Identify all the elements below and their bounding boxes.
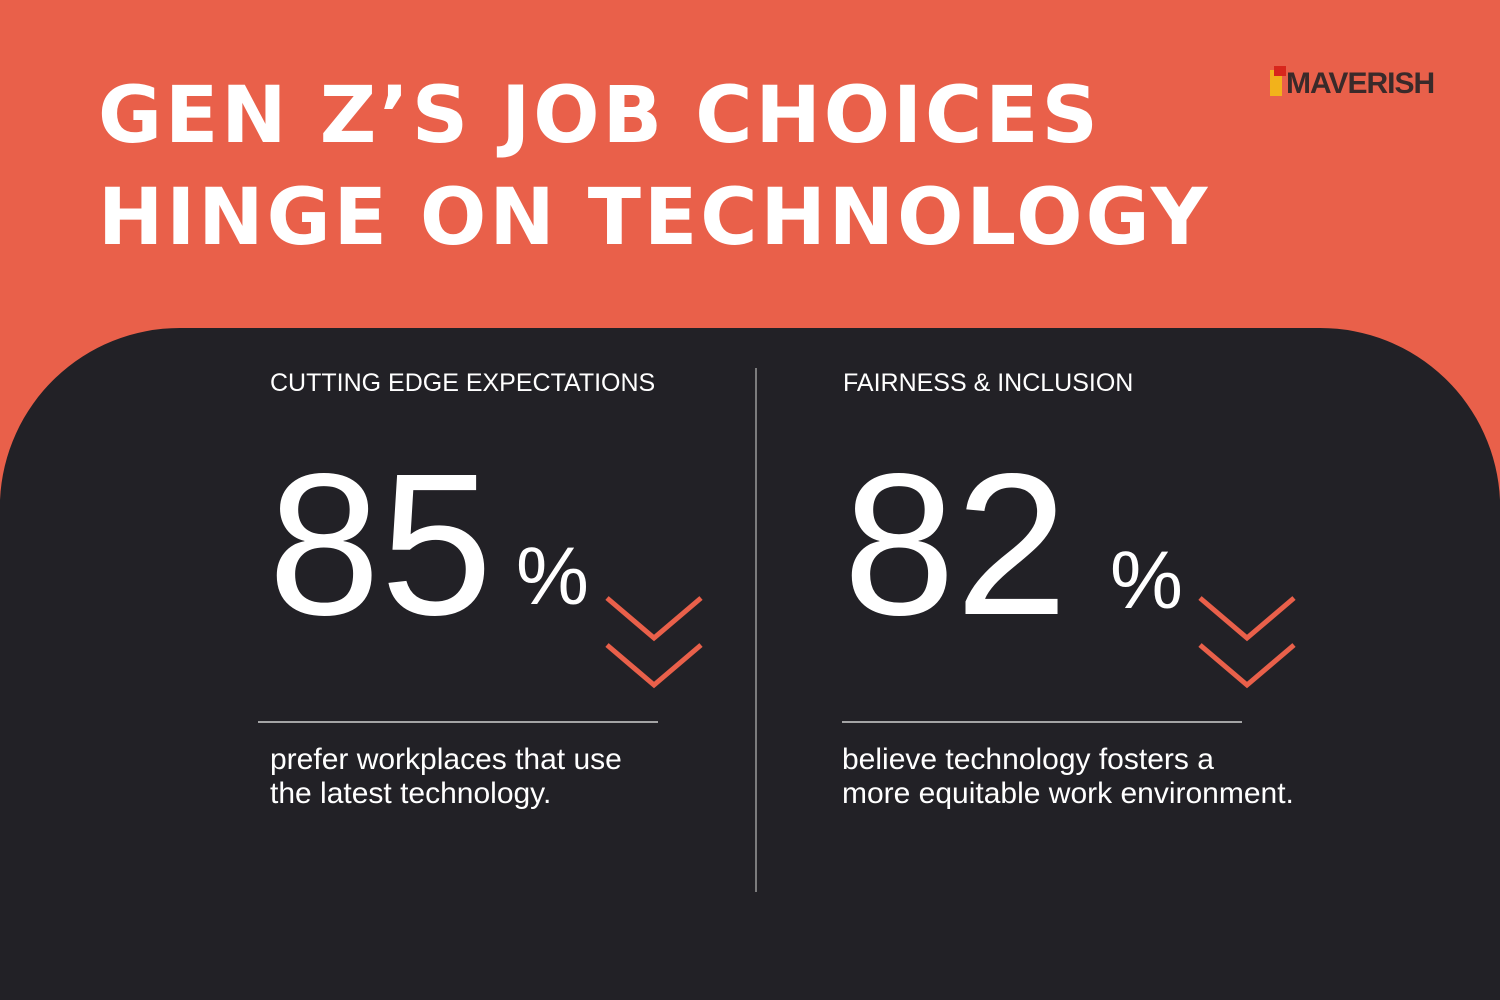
stat-description: believe technology fosters a bbox=[842, 743, 1214, 776]
stat-value: 85 bbox=[268, 431, 493, 657]
stat-description: more equitable work environment. bbox=[842, 777, 1294, 810]
stat-value: 82 bbox=[843, 431, 1068, 657]
chevrons bbox=[1198, 596, 1296, 689]
title-line: HINGE ON TECHNOLOGY bbox=[98, 173, 1210, 263]
stat-description: prefer workplaces that use bbox=[270, 743, 622, 776]
stat-unit: % bbox=[1110, 535, 1183, 626]
logo-icon bbox=[1270, 70, 1282, 96]
logo-text: MAVERISH bbox=[1286, 67, 1434, 100]
dark-panel bbox=[0, 327, 1500, 1000]
chevrons bbox=[605, 596, 703, 689]
title-line: GEN Z’S JOB CHOICES bbox=[98, 71, 1101, 161]
stat-description: the latest technology. bbox=[270, 777, 551, 810]
stat-heading: CUTTING EDGE EXPECTATIONS bbox=[270, 369, 655, 397]
logo: MAVERISH bbox=[1270, 66, 1435, 100]
stat-heading: FAIRNESS & INCLUSION bbox=[843, 369, 1133, 397]
stat-unit: % bbox=[516, 531, 589, 622]
logo-icon bbox=[1274, 66, 1286, 76]
